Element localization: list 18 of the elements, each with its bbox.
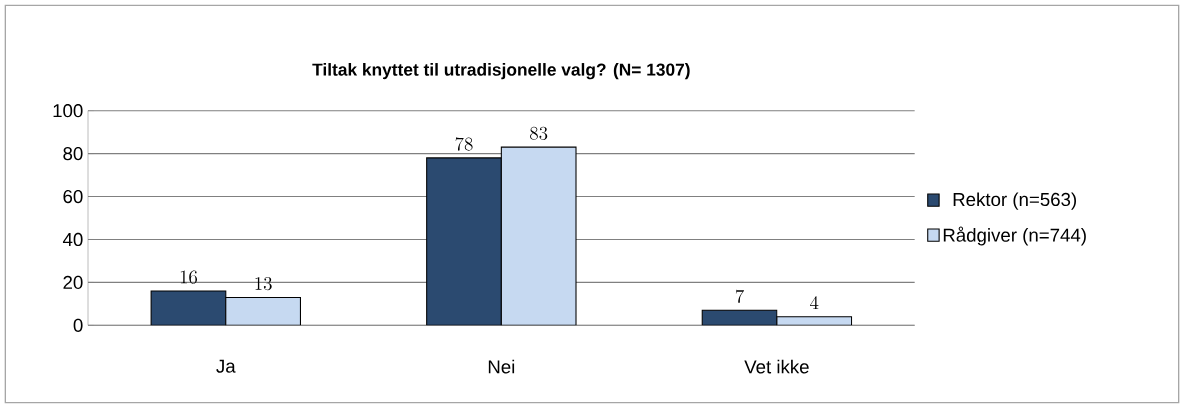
y-tick-label: 100 [53, 104, 83, 118]
x-tick-label: Vet ikke [744, 359, 809, 374]
y-tick-label: 20 [63, 275, 83, 290]
legend-label: Rektor (n=563) [953, 192, 1077, 210]
data-label: 13 [255, 277, 272, 291]
data-label: 7 [735, 289, 744, 304]
data-label: 4 [810, 296, 819, 310]
legend-label: Rådgiver (n=744) [943, 226, 1086, 246]
y-tick-label: 0 [73, 318, 83, 332]
data-label: 16 [180, 270, 198, 284]
data-label: 78 [455, 137, 473, 151]
x-tick-label: Ja [216, 359, 236, 373]
y-tick-label: 80 [63, 146, 83, 161]
chart-title: Tiltak knyttet til utradisjonelle valg? (N= 1307) [312, 63, 690, 80]
y-tick-label: 60 [63, 189, 83, 204]
data-label: 83 [530, 126, 548, 140]
y-tick-label: 40 [62, 232, 83, 247]
x-tick-label: Nei [488, 359, 515, 374]
